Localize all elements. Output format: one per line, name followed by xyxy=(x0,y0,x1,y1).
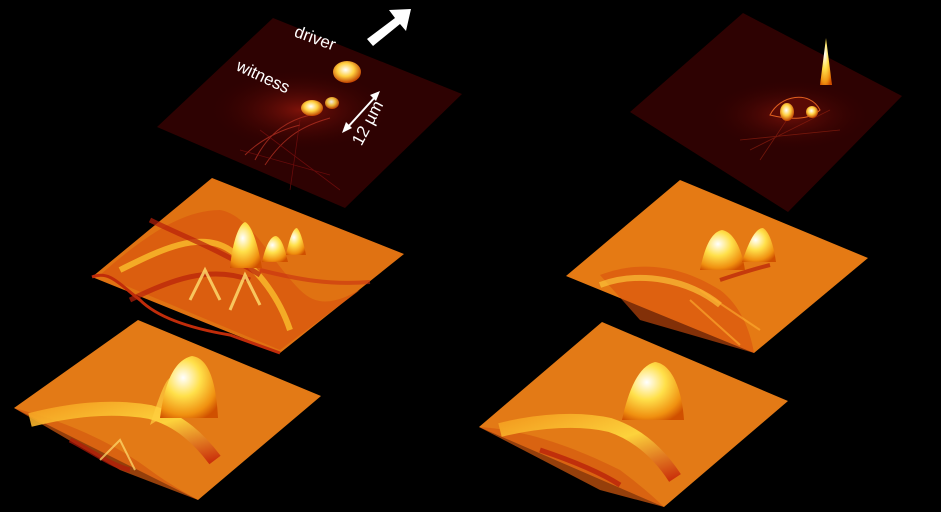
double-headed-arrow-icon xyxy=(342,91,380,133)
wakefield-surface-mid-right xyxy=(566,180,868,353)
driver-bunch xyxy=(333,61,361,83)
witness-bunch xyxy=(301,100,323,116)
density-plane-left xyxy=(157,18,462,208)
density-plane-right xyxy=(630,13,902,212)
wakefield-surface-bottom-right xyxy=(479,322,788,507)
wakefield-surface-mid-left xyxy=(91,178,404,355)
wakefield-surface-bottom-left xyxy=(14,320,321,500)
up-right-arrow-icon xyxy=(367,9,411,46)
